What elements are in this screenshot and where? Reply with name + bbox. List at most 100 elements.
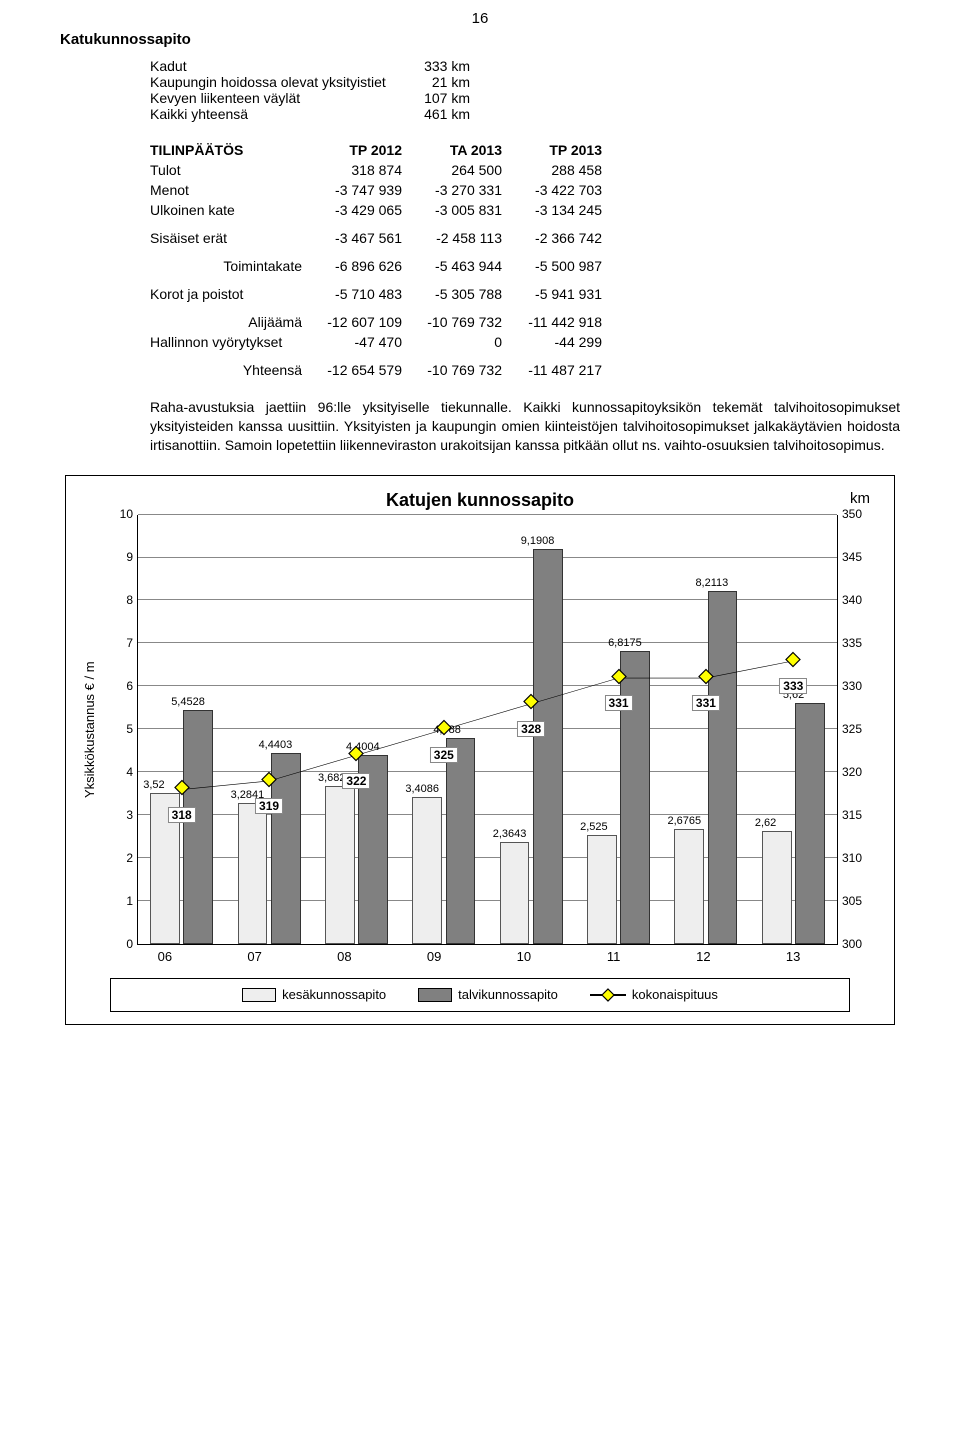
table-cell: -11 487 217 bbox=[510, 360, 610, 380]
bar-summer-label: 3,4086 bbox=[405, 783, 439, 795]
x-tick: 08 bbox=[300, 949, 390, 964]
table-cell: -6 896 626 bbox=[310, 256, 410, 276]
bar-summer-label: 3,52 bbox=[143, 779, 164, 791]
stats-block: Kadut333 kmKaupungin hoidossa olevat yks… bbox=[150, 58, 900, 122]
bar-summer bbox=[238, 803, 268, 944]
line-value-box: 325 bbox=[430, 747, 458, 763]
table-row: Yhteensä-12 654 579-10 769 732-11 487 21… bbox=[150, 360, 610, 380]
bar-group: 3,68224,4004 bbox=[313, 515, 400, 944]
table-row bbox=[150, 352, 610, 360]
table-cell: Sisäiset erät bbox=[150, 228, 310, 248]
line-value-box: 331 bbox=[692, 695, 720, 711]
chart-km-label: km bbox=[850, 490, 870, 507]
table-cell: -11 442 918 bbox=[510, 312, 610, 332]
body-paragraph: Raha-avustuksia jaettiin 96:lle yksityis… bbox=[150, 398, 900, 455]
table-cell: 288 458 bbox=[510, 160, 610, 180]
bar-summer-label: 2,3643 bbox=[493, 828, 527, 840]
table-cell: -12 654 579 bbox=[310, 360, 410, 380]
bar-group: 2,67658,2113 bbox=[662, 515, 749, 944]
stats-label: Kaikki yhteensä bbox=[150, 106, 415, 122]
x-tick: 13 bbox=[748, 949, 838, 964]
stats-value: 333 km bbox=[415, 58, 470, 74]
line-marker bbox=[174, 780, 190, 799]
line-value-box: 318 bbox=[168, 807, 196, 823]
table-cell: Hallinnon vyörytykset bbox=[150, 332, 310, 352]
table-cell: Yhteensä bbox=[150, 360, 310, 380]
bar-group: 3,28414,4403 bbox=[225, 515, 312, 944]
table-cell: Toimintakate bbox=[150, 256, 310, 276]
legend-summer: kesäkunnossapito bbox=[242, 987, 386, 1002]
bar-group: 2,5256,8175 bbox=[575, 515, 662, 944]
table-row: Alijäämä-12 607 109-10 769 732-11 442 91… bbox=[150, 312, 610, 332]
table-cell: -2 366 742 bbox=[510, 228, 610, 248]
stats-value: 21 km bbox=[415, 74, 470, 90]
x-tick: 12 bbox=[659, 949, 749, 964]
y-axis-right: 350345340335330325320315310305300 bbox=[838, 515, 880, 945]
line-marker bbox=[785, 651, 801, 670]
line-marker bbox=[436, 720, 452, 739]
table-cell: Tulot bbox=[150, 160, 310, 180]
table-cell: 0 bbox=[410, 332, 510, 352]
table-cell: -3 422 703 bbox=[510, 180, 610, 200]
table-cell: -10 769 732 bbox=[410, 360, 510, 380]
x-tick: 11 bbox=[569, 949, 659, 964]
table-row: Ulkoinen kate-3 429 065-3 005 831-3 134 … bbox=[150, 200, 610, 220]
table-row bbox=[150, 304, 610, 312]
table-cell: -5 305 788 bbox=[410, 284, 510, 304]
table-cell: 318 874 bbox=[310, 160, 410, 180]
y-axis-left: 109876543210 bbox=[97, 515, 137, 945]
legend-summer-swatch bbox=[242, 988, 276, 1002]
table-cell: -44 299 bbox=[510, 332, 610, 352]
table-cell: -3 134 245 bbox=[510, 200, 610, 220]
bar-winter bbox=[708, 591, 738, 943]
line-value-box: 319 bbox=[255, 798, 283, 814]
bars: 3,525,45283,28414,44033,68224,40043,4086… bbox=[138, 515, 837, 944]
line-marker bbox=[261, 771, 277, 790]
line-value-box: 328 bbox=[517, 721, 545, 737]
x-tick: 07 bbox=[210, 949, 300, 964]
x-tick: 10 bbox=[479, 949, 569, 964]
stats-value: 461 km bbox=[415, 106, 470, 122]
chart-legend: kesäkunnossapito talvikunnossapito kokon… bbox=[110, 978, 850, 1012]
stats-row: Kevyen liikenteen väylät107 km bbox=[150, 90, 900, 106]
bar-winter bbox=[183, 710, 213, 944]
table-cell: 264 500 bbox=[410, 160, 510, 180]
stats-row: Kaupungin hoidossa olevat yksityistiet21… bbox=[150, 74, 900, 90]
legend-line: kokonaispituus bbox=[590, 987, 718, 1003]
bar-winter bbox=[795, 703, 825, 944]
bar-summer-label: 2,525 bbox=[580, 821, 608, 833]
table-cell: -5 710 483 bbox=[310, 284, 410, 304]
bar-summer bbox=[412, 797, 442, 943]
chart-container: Katujen kunnossapito km Yksikkökustannus… bbox=[65, 475, 895, 1025]
table-header: TP 2012 bbox=[310, 140, 410, 160]
legend-winter: talvikunnossapito bbox=[418, 987, 558, 1002]
table-row bbox=[150, 276, 610, 284]
legend-line-label: kokonaispituus bbox=[632, 987, 718, 1002]
table-row: Menot-3 747 939-3 270 331-3 422 703 bbox=[150, 180, 610, 200]
table-cell: -5 500 987 bbox=[510, 256, 610, 276]
table-cell: -3 747 939 bbox=[310, 180, 410, 200]
bar-winter-label: 9,1908 bbox=[521, 535, 555, 547]
table-cell: -47 470 bbox=[310, 332, 410, 352]
line-marker bbox=[348, 745, 364, 764]
table-cell: -5 463 944 bbox=[410, 256, 510, 276]
table-cell: -3 467 561 bbox=[310, 228, 410, 248]
line-value-box: 331 bbox=[605, 695, 633, 711]
x-axis: 0607080910111213 bbox=[120, 949, 838, 964]
line-marker bbox=[611, 668, 627, 687]
table-cell: -3 270 331 bbox=[410, 180, 510, 200]
bar-summer bbox=[674, 829, 704, 944]
table-cell: -2 458 113 bbox=[410, 228, 510, 248]
table-row: Toimintakate-6 896 626-5 463 944-5 500 9… bbox=[150, 256, 610, 276]
stats-value: 107 km bbox=[415, 90, 470, 106]
page-title: Katukunnossapito bbox=[60, 31, 900, 48]
legend-summer-label: kesäkunnossapito bbox=[282, 987, 386, 1002]
y-axis-left-label: Yksikkökustannus € / m bbox=[80, 515, 97, 945]
table-row: Hallinnon vyörytykset-47 4700-44 299 bbox=[150, 332, 610, 352]
table-header: TILINPÄÄTÖS bbox=[150, 140, 310, 160]
stats-label: Kaupungin hoidossa olevat yksityistiet bbox=[150, 74, 415, 90]
bar-summer bbox=[587, 835, 617, 943]
table-header: TP 2013 bbox=[510, 140, 610, 160]
bar-group: 2,625,62 bbox=[750, 515, 837, 944]
line-marker bbox=[698, 668, 714, 687]
